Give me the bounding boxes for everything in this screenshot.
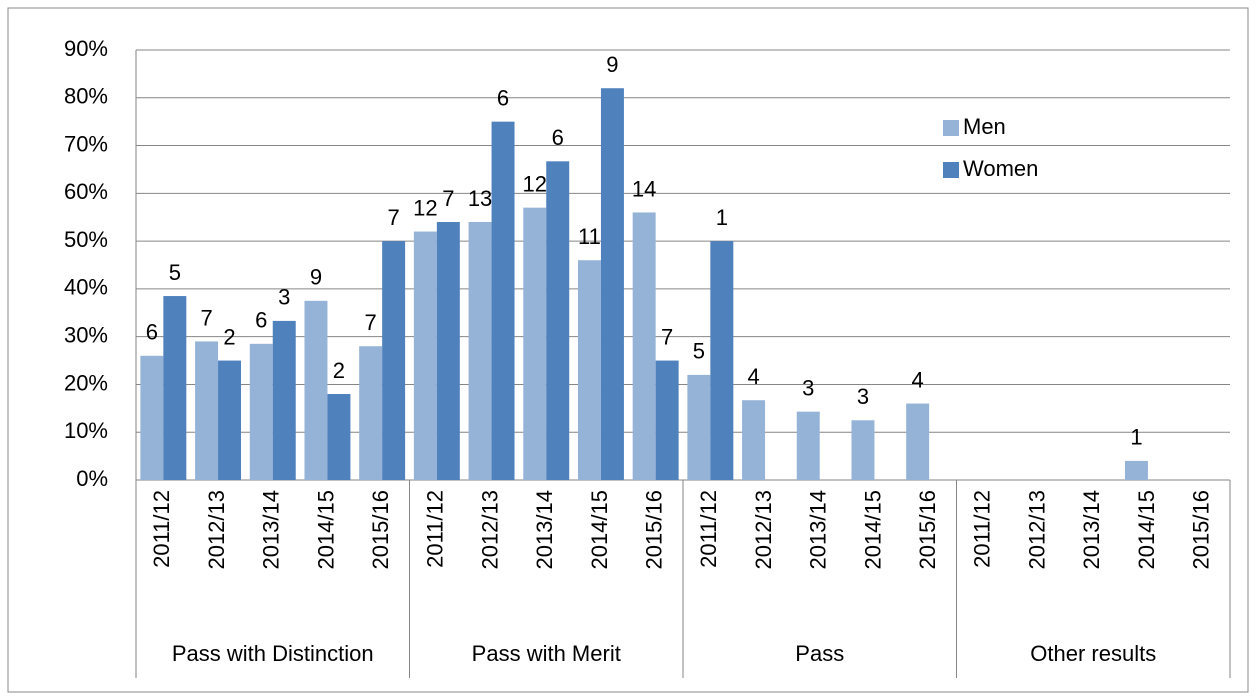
data-label: 5 <box>169 260 181 285</box>
bar <box>413 231 437 480</box>
data-label: 7 <box>200 305 212 330</box>
bar <box>491 121 515 481</box>
bar <box>272 320 296 480</box>
data-label: 2 <box>333 358 345 383</box>
x-tick-label: 2015/16 <box>368 490 393 570</box>
bar <box>687 374 711 480</box>
x-tick-label: 2012/13 <box>1024 490 1049 570</box>
bar <box>249 343 273 480</box>
bar <box>382 241 406 480</box>
data-label: 12 <box>413 195 437 220</box>
x-tick-label: 2015/16 <box>915 490 940 570</box>
x-tick-label: 2014/15 <box>1134 490 1159 570</box>
x-tick-label: 2013/14 <box>806 490 831 570</box>
bar <box>632 212 656 480</box>
data-label: 5 <box>693 339 705 364</box>
data-label: 6 <box>497 85 509 110</box>
bar <box>655 360 679 480</box>
data-label: 13 <box>468 186 492 211</box>
group-label: Other results <box>1030 641 1156 666</box>
bar <box>546 161 570 481</box>
group-label: Pass with Merit <box>472 641 621 666</box>
y-tick-label: 70% <box>64 131 108 156</box>
x-tick-label: 2012/13 <box>477 490 502 570</box>
group-label: Pass with Distinction <box>172 641 374 666</box>
x-tick-label: 2011/12 <box>149 490 174 568</box>
y-tick-label: 90% <box>64 36 108 61</box>
data-label: 1 <box>1130 425 1142 450</box>
data-label: 7 <box>661 324 673 349</box>
x-tick-label: 2012/13 <box>204 490 229 570</box>
chart-border <box>7 7 1249 693</box>
y-tick-label: 60% <box>64 179 108 204</box>
data-label: 12 <box>523 171 547 196</box>
x-tick-label: 2014/15 <box>587 490 612 570</box>
bar <box>710 241 734 480</box>
x-tick-label: 2013/14 <box>532 490 557 570</box>
data-label: 3 <box>278 285 290 310</box>
data-label: 7 <box>365 310 377 335</box>
data-label: 7 <box>442 186 454 211</box>
legend-label: Men <box>963 114 1006 139</box>
x-tick-label: 2013/14 <box>259 490 284 570</box>
bar <box>742 400 766 480</box>
x-tick-label: 2013/14 <box>1079 490 1104 570</box>
bar <box>140 355 164 480</box>
data-label: 3 <box>857 384 869 409</box>
bar <box>327 394 351 480</box>
x-tick-label: 2014/15 <box>313 490 338 570</box>
x-tick-label: 2012/13 <box>751 490 776 570</box>
legend-label: Women <box>963 156 1038 181</box>
data-label: 7 <box>388 205 400 230</box>
y-tick-label: 50% <box>64 227 108 252</box>
legend-swatch <box>943 162 959 178</box>
y-tick-label: 30% <box>64 322 108 347</box>
data-label: 6 <box>552 125 564 150</box>
x-tick-label: 2011/12 <box>970 490 995 568</box>
bar <box>359 346 383 480</box>
x-tick-label: 2011/12 <box>423 490 448 568</box>
y-tick-label: 10% <box>64 418 108 443</box>
x-tick-label: 2015/16 <box>641 490 666 570</box>
group-label: Pass <box>795 641 844 666</box>
data-label: 2 <box>223 324 235 349</box>
bar <box>436 222 460 480</box>
data-label: 9 <box>310 265 322 290</box>
bar <box>304 300 328 480</box>
data-label: 3 <box>802 375 814 400</box>
bar <box>906 403 930 480</box>
data-label: 11 <box>578 224 601 249</box>
x-tick-label: 2015/16 <box>1188 490 1213 570</box>
data-label: 1 <box>716 205 728 230</box>
y-tick-label: 40% <box>64 275 108 300</box>
y-tick-label: 80% <box>64 84 108 109</box>
data-label: 6 <box>255 308 267 333</box>
bar <box>600 88 624 480</box>
bar <box>523 207 547 480</box>
y-tick-label: 0% <box>76 466 108 491</box>
bar <box>163 296 187 480</box>
bar <box>796 411 820 480</box>
data-label: 14 <box>632 176 656 201</box>
bar <box>1124 460 1148 480</box>
bar <box>577 260 601 480</box>
bar <box>851 420 875 480</box>
x-tick-label: 2011/12 <box>696 490 721 568</box>
bar <box>195 341 219 480</box>
bar <box>468 222 492 480</box>
bar <box>218 360 242 480</box>
y-tick-label: 20% <box>64 370 108 395</box>
data-label: 6 <box>146 320 158 345</box>
data-label: 4 <box>912 367 924 392</box>
data-label: 4 <box>747 364 759 389</box>
legend-swatch <box>943 120 959 136</box>
x-tick-label: 2014/15 <box>860 490 885 570</box>
data-label: 9 <box>606 52 618 77</box>
